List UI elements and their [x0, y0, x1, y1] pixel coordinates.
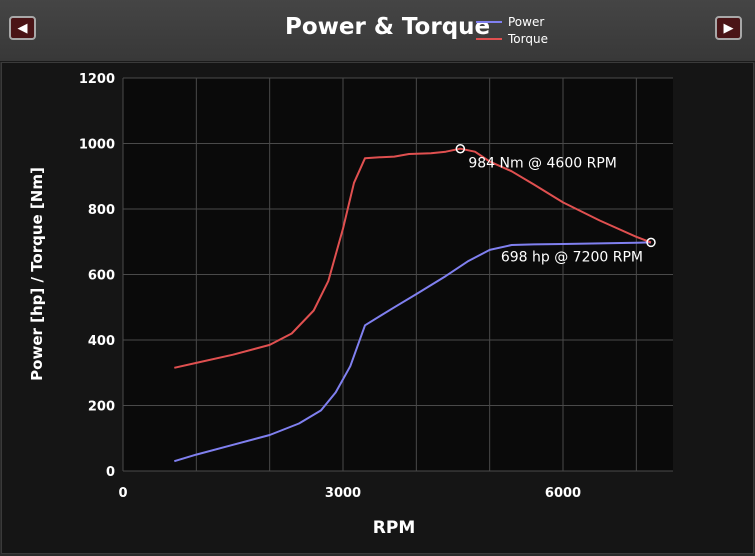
- legend: Power Torque: [476, 13, 548, 47]
- series-line-power: [174, 241, 652, 463]
- legend-swatch-torque: [476, 37, 502, 40]
- tick-labels: 0 200 400 600 800 1000 1200 0 3000 6000: [79, 72, 581, 501]
- annotation-label-torque: 984 Nm @ 4600 RPM: [468, 156, 617, 172]
- next-button[interactable]: ▶: [715, 16, 742, 40]
- arrow-right-icon: ▶: [723, 20, 734, 36]
- legend-swatch-power: [476, 20, 502, 23]
- arrow-left-icon: ◀: [17, 20, 28, 36]
- annotations: 984 Nm @ 4600 RPM 698 hp @ 7200 RPM: [455, 143, 656, 265]
- peak-marker-power: [646, 237, 656, 248]
- series-line-torque: [174, 147, 652, 369]
- y-tick-label: 400: [88, 334, 115, 349]
- x-tick-label: 0: [118, 486, 127, 501]
- y-axis-label: Power [hp] / Torque [Nm]: [28, 167, 46, 381]
- legend-item-torque: Torque: [476, 30, 548, 47]
- y-tick-label: 800: [88, 203, 115, 218]
- y-tick-label: 1000: [79, 138, 115, 153]
- x-axis-label: RPM: [373, 518, 415, 538]
- legend-label-torque: Torque: [508, 31, 548, 46]
- header-bar: ◀ Power & Torque Power Torque ▶: [0, 0, 755, 62]
- peak-marker-torque: [455, 143, 466, 154]
- y-tick-label: 0: [106, 465, 115, 480]
- x-tick-label: 3000: [325, 486, 361, 501]
- annotation-label-power: 698 hp @ 7200 RPM: [501, 249, 643, 265]
- chart-title: Power & Torque: [285, 14, 491, 40]
- x-tick-label: 6000: [545, 486, 581, 501]
- previous-button[interactable]: ◀: [9, 16, 36, 40]
- grid: [122, 77, 673, 472]
- legend-label-power: Power: [508, 14, 545, 29]
- series-lines: [174, 147, 652, 463]
- y-tick-label: 1200: [79, 72, 115, 87]
- legend-item-power: Power: [476, 13, 548, 30]
- y-tick-label: 200: [88, 400, 115, 415]
- y-tick-label: 600: [88, 269, 115, 284]
